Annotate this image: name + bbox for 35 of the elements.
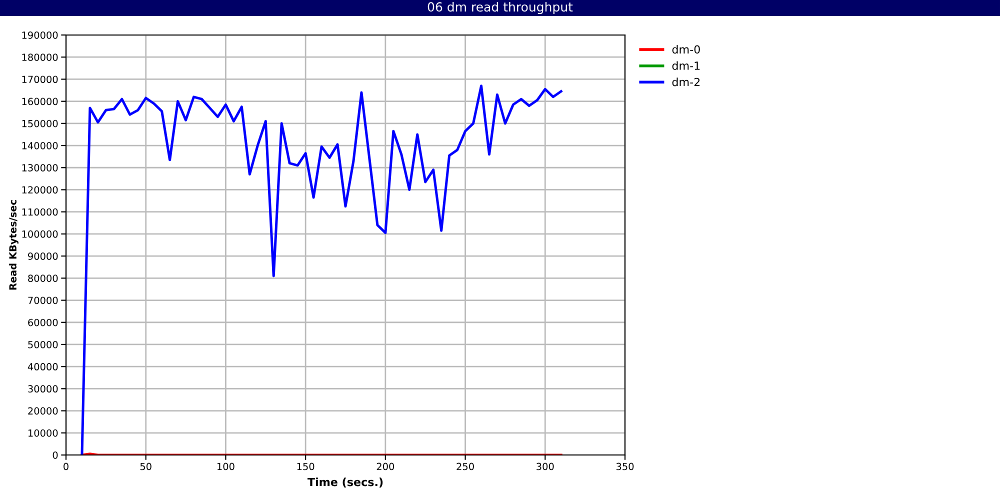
y-tick-label: 70000 (28, 296, 58, 304)
x-tick-label: 150 (297, 462, 314, 470)
x-tick-label: 200 (376, 462, 394, 470)
y-tick-label: 170000 (22, 76, 58, 84)
y-tick-label: 130000 (22, 164, 58, 172)
y-tick-label: 0 (52, 451, 58, 459)
y-tick-label: 40000 (28, 363, 58, 370)
y-tick-label: 20000 (28, 407, 58, 415)
x-tick-label: 100 (218, 462, 234, 470)
y-tick-label: 120000 (22, 186, 58, 194)
y-tick-label: 150000 (22, 120, 58, 128)
y-axis-title: Read KBytes/sec (8, 200, 18, 290)
y-tick-label: 180000 (22, 54, 58, 61)
y-tick-label: 140000 (22, 142, 58, 150)
chart-title: 06 dm read throughput (428, 2, 573, 14)
line-series (80, 84, 562, 455)
y-tick-label: 90000 (28, 252, 58, 260)
x-tick-label: 0 (64, 462, 68, 470)
x-tick-label: 350 (616, 462, 634, 470)
x-tick-label: 250 (456, 462, 474, 470)
y-tick-label: 10000 (28, 429, 58, 437)
x-axis-title: Time (secs.) (308, 478, 383, 488)
y-tick-label: 80000 (28, 274, 58, 282)
y-tick-label: 30000 (28, 385, 58, 393)
y-tick-label: 50000 (28, 340, 58, 348)
legend-label: dm-0 (672, 45, 700, 54)
legend-label: dm-2 (672, 78, 700, 86)
x-tick-label: 300 (536, 462, 554, 470)
y-tick-label: 160000 (22, 98, 58, 106)
y-tick-label: 100000 (22, 230, 58, 238)
y-tick-label: 60000 (28, 318, 58, 326)
y-tick-label: 110000 (22, 208, 58, 216)
y-tick-label: 190000 (22, 31, 58, 39)
x-tick-label: 50 (140, 462, 152, 470)
legend-label: dm-1 (672, 61, 700, 70)
